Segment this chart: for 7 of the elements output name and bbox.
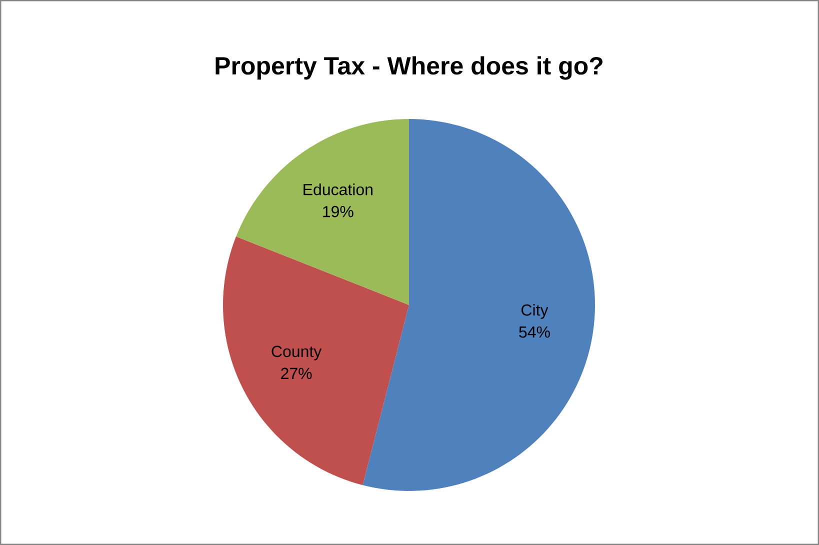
chart-title: Property Tax - Where does it go? — [216, 56, 602, 80]
slice-label: City — [522, 304, 548, 319]
slice-label: Education — [304, 184, 372, 196]
slice-label: County — [272, 346, 322, 360]
data-label: 19% — [323, 206, 354, 218]
data-label: 54% — [519, 326, 550, 338]
data-label: 27% — [281, 368, 312, 380]
